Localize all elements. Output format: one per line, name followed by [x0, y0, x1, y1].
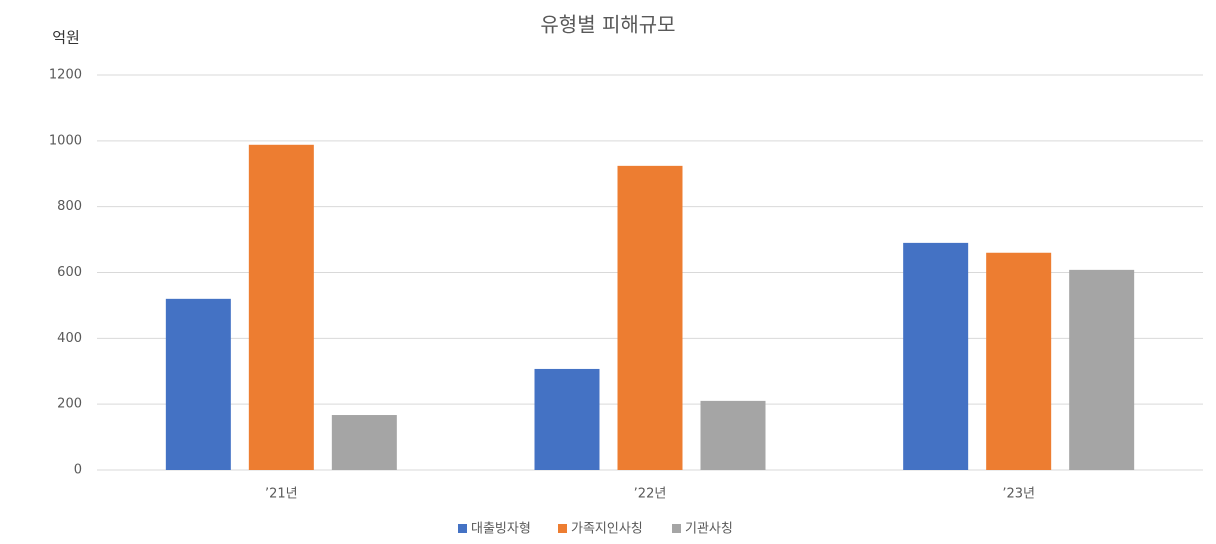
- bar: [331, 415, 397, 470]
- legend-label: 가족지인사칭: [571, 522, 643, 537]
- y-tick-label: 1200: [49, 68, 82, 83]
- y-tick-label: 800: [57, 199, 82, 214]
- bar: [986, 252, 1052, 470]
- bar: [700, 400, 766, 470]
- legend-swatch: [558, 524, 567, 533]
- chart-title: 유형별 피해규모: [540, 13, 675, 37]
- legend-swatch: [458, 524, 467, 533]
- bar: [248, 144, 314, 471]
- y-tick-label: 1000: [49, 133, 82, 148]
- bar: [534, 368, 600, 470]
- legend-swatch: [672, 524, 681, 533]
- legend-label: 대출빙자형: [471, 522, 531, 537]
- bar: [617, 165, 683, 470]
- x-tick-label: ’21년: [265, 487, 298, 502]
- y-tick-label: 0: [74, 463, 82, 478]
- bar: [1069, 269, 1135, 470]
- x-tick-label: ’22년: [634, 487, 667, 502]
- x-tick-label: ’23년: [1002, 487, 1035, 502]
- y-tick-label: 200: [57, 397, 82, 412]
- legend-label: 기관사칭: [685, 522, 733, 537]
- bar: [165, 298, 231, 470]
- y-tick-label: 600: [57, 265, 82, 280]
- y-axis-label: 억원: [52, 29, 80, 47]
- y-tick-label: 400: [57, 331, 82, 346]
- bar: [903, 242, 969, 470]
